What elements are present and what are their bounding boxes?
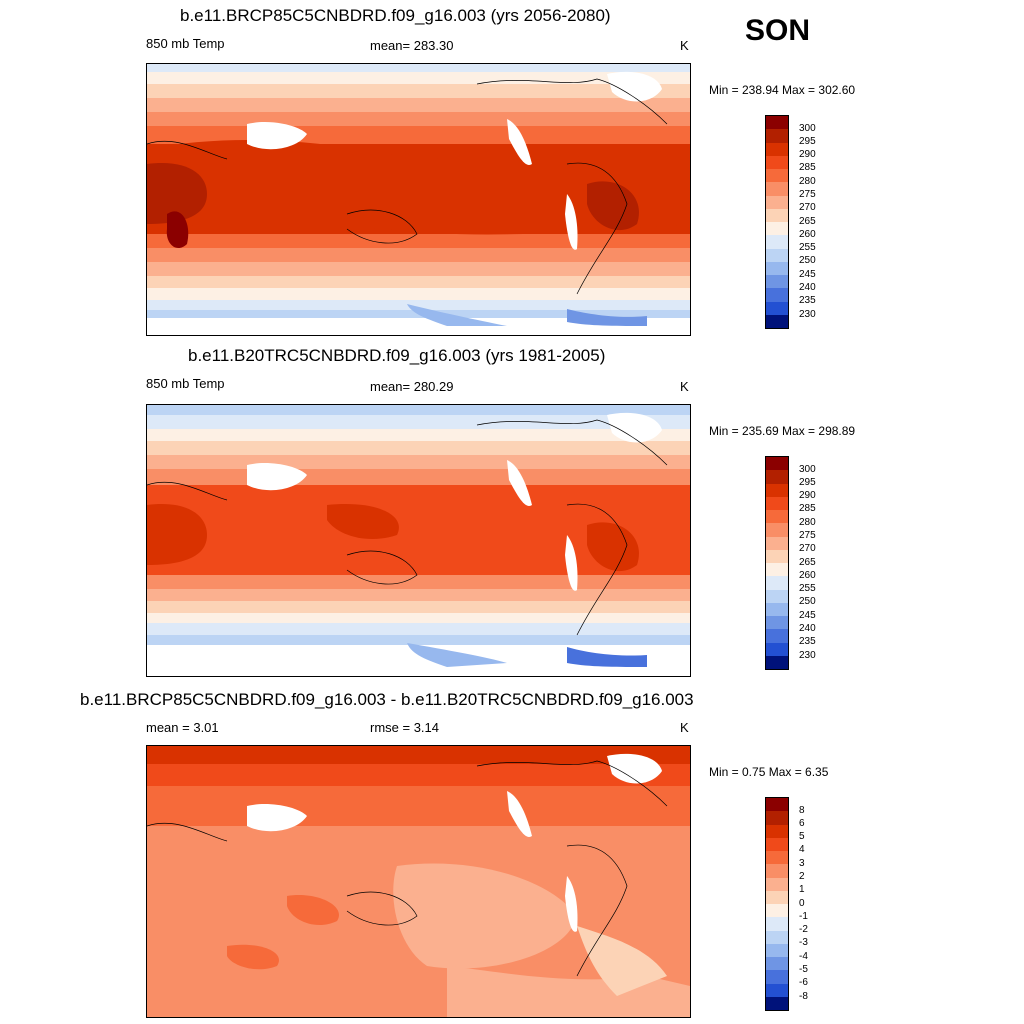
panel-2-colorbar-label: 280 <box>799 517 816 528</box>
panel-1-map-plot <box>147 64 690 335</box>
panel-1-colorbar-label: 255 <box>799 242 816 253</box>
panel-1-colorbar-swatches <box>765 115 789 329</box>
panel-2-colorbar-label: 265 <box>799 557 816 568</box>
panel-1-colorbar-label: 235 <box>799 295 816 306</box>
panel-2-map <box>146 404 691 677</box>
panel-1-title: b.e11.BRCP85C5CNBDRD.f09_g16.003 (yrs 20… <box>180 6 611 25</box>
panel-1-colorbar-label: 290 <box>799 149 816 160</box>
panel-2-colorbar-label: 230 <box>799 650 816 661</box>
panel-3-map <box>146 745 691 1018</box>
panel-2-mean-label: mean= 280.29 <box>370 379 454 394</box>
panel-3-colorbar-label: -3 <box>799 937 808 948</box>
panel-3-colorbar-label: 3 <box>799 858 805 869</box>
panel-3-colorbar-label: -1 <box>799 911 808 922</box>
panel-3-colorbar-label: -2 <box>799 924 808 935</box>
panel-3-rmse-label: rmse = 3.14 <box>370 720 440 735</box>
panel-2-colorbar-label: 240 <box>799 623 816 634</box>
panel-3-map-plot <box>147 746 690 1017</box>
panel-3-colorbar-label: 0 <box>799 898 805 909</box>
panel-1-map <box>146 63 691 336</box>
panel-2-colorbar-label: 245 <box>799 610 816 621</box>
panel-2-title: b.e11.B20TRC5CNBDRD.f09_g16.003 (yrs 198… <box>188 346 606 365</box>
panel-1-colorbar-label: 285 <box>799 162 816 173</box>
panel-1-colorbar-label: 250 <box>799 255 816 266</box>
panel-2-colorbar-label: 300 <box>799 464 816 475</box>
panel-3-units-label: K <box>680 720 689 735</box>
panel-3-minmax: Min = 0.75 Max = 6.35 <box>709 765 829 779</box>
panel-1-colorbar-label: 275 <box>799 189 816 200</box>
panel-3-colorbar-label: 2 <box>799 871 805 882</box>
panel-2-variable-label: 850 mb Temp <box>146 376 225 391</box>
panel-2-colorbar-label: 235 <box>799 636 816 647</box>
panel-3-colorbar: 8 6 5 4 3 2 1 0 -1 -2 -3 -4 -5 -6 -8 <box>765 797 808 1011</box>
panel-3-colorbar-label: 1 <box>799 884 805 895</box>
panel-1-colorbar-label: 280 <box>799 176 816 187</box>
panel-3-colorbar-label: 8 <box>799 805 805 816</box>
panel-1-mean-label: mean= 283.30 <box>370 38 454 53</box>
panel-2-colorbar: 300 295 290 285 280 275 270 265 260 255 … <box>765 456 816 670</box>
panel-1-colorbar: 300 295 290 285 280 275 270 265 260 255 … <box>765 115 816 329</box>
panel-2-colorbar-label: 255 <box>799 583 816 594</box>
panel-2-colorbar-label: 260 <box>799 570 816 581</box>
panel-1-minmax: Min = 238.94 Max = 302.60 <box>709 83 856 97</box>
panel-3-colorbar-label: 6 <box>799 818 805 829</box>
panel-3-colorbar-swatches <box>765 797 789 1011</box>
panel-1-colorbar-label: 295 <box>799 136 816 147</box>
panel-2-units-label: K <box>680 379 689 394</box>
panel-2-colorbar-label: 290 <box>799 490 816 501</box>
panel-3-mean-label: mean = 3.01 <box>146 720 219 735</box>
panel-2-map-plot <box>147 405 690 676</box>
panel-3-colorbar-label: -5 <box>799 964 808 975</box>
panel-2-colorbar-label: 285 <box>799 503 816 514</box>
panel-1-colorbar-label: 265 <box>799 216 816 227</box>
panel-1-colorbar-label: 300 <box>799 123 816 134</box>
panel-3-colorbar-label: -6 <box>799 977 808 988</box>
panel-2-colorbar-swatches <box>765 456 789 670</box>
panel-1-variable-label: 850 mb Temp <box>146 36 225 51</box>
panel-2-colorbar-label: 250 <box>799 596 816 607</box>
panel-1-colorbar-label: 245 <box>799 269 816 280</box>
panel-3-colorbar-label: -8 <box>799 991 808 1002</box>
panel-1-colorbar-label: 260 <box>799 229 816 240</box>
panel-3-colorbar-label: 5 <box>799 831 805 842</box>
panel-2-minmax: Min = 235.69 Max = 298.89 <box>709 424 856 438</box>
panel-1-units-label: K <box>680 38 689 53</box>
panel-1-colorbar-label: 270 <box>799 202 816 213</box>
panel-3-colorbar-label: 4 <box>799 844 805 855</box>
panel-1-colorbar-label: 240 <box>799 282 816 293</box>
panel-3-title: b.e11.BRCP85C5CNBDRD.f09_g16.003 - b.e11… <box>80 690 694 709</box>
panel-2-colorbar-label: 295 <box>799 477 816 488</box>
panel-2-colorbar-label: 270 <box>799 543 816 554</box>
panel-1-colorbar-label: 230 <box>799 309 816 320</box>
panel-3-colorbar-label: -4 <box>799 951 808 962</box>
season-label: SON <box>745 14 811 47</box>
panel-2-colorbar-label: 275 <box>799 530 816 541</box>
